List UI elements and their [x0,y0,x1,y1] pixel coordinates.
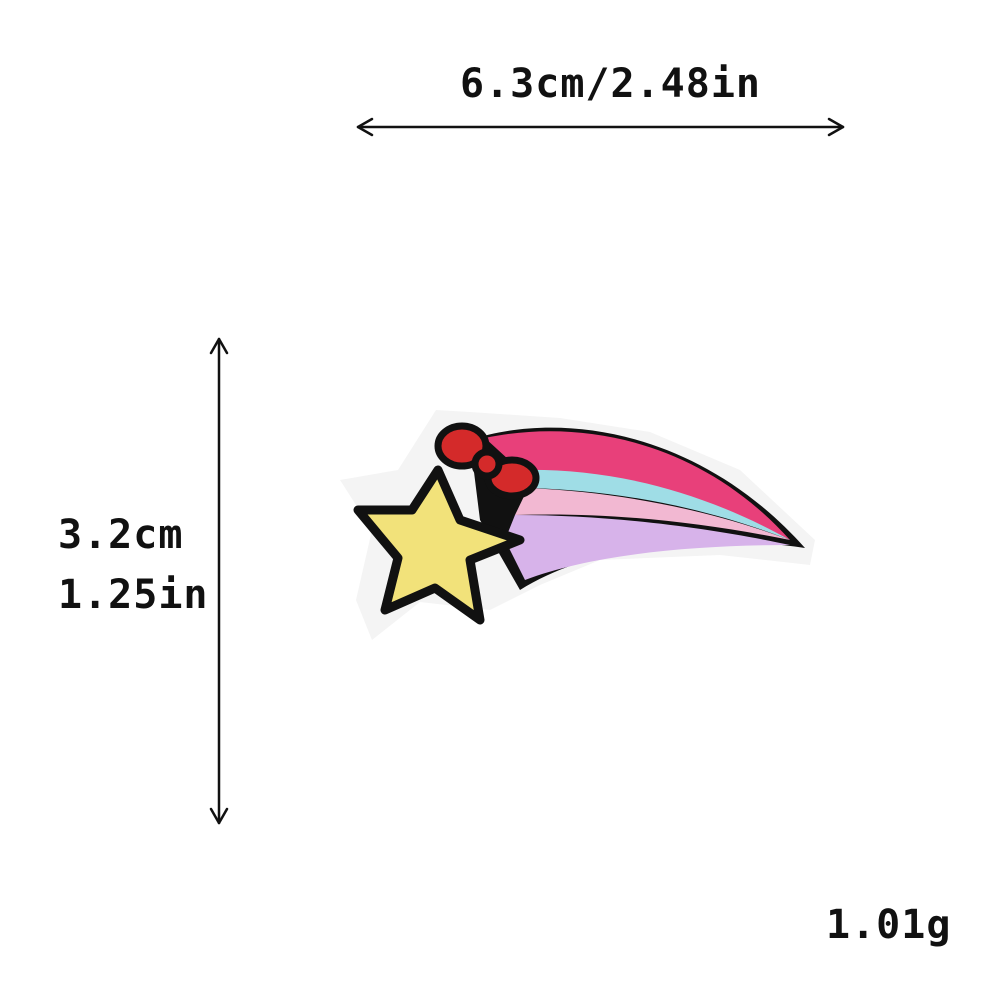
weight-label: 1.01g [826,902,952,948]
bow-icon [434,422,540,500]
star-shape [353,465,525,625]
tail-stripe-cyan [520,469,790,540]
width-arrow-icon [356,117,845,137]
tail-stripe-lavender [505,515,790,580]
tail-stripe-light-pink [515,488,790,540]
width-measurement-label: 6.3cm/2.48in [460,61,761,107]
height-cm-label: 3.2cm [58,512,184,558]
height-in-label: 1.25in [58,572,209,618]
height-arrow-icon [209,337,229,825]
